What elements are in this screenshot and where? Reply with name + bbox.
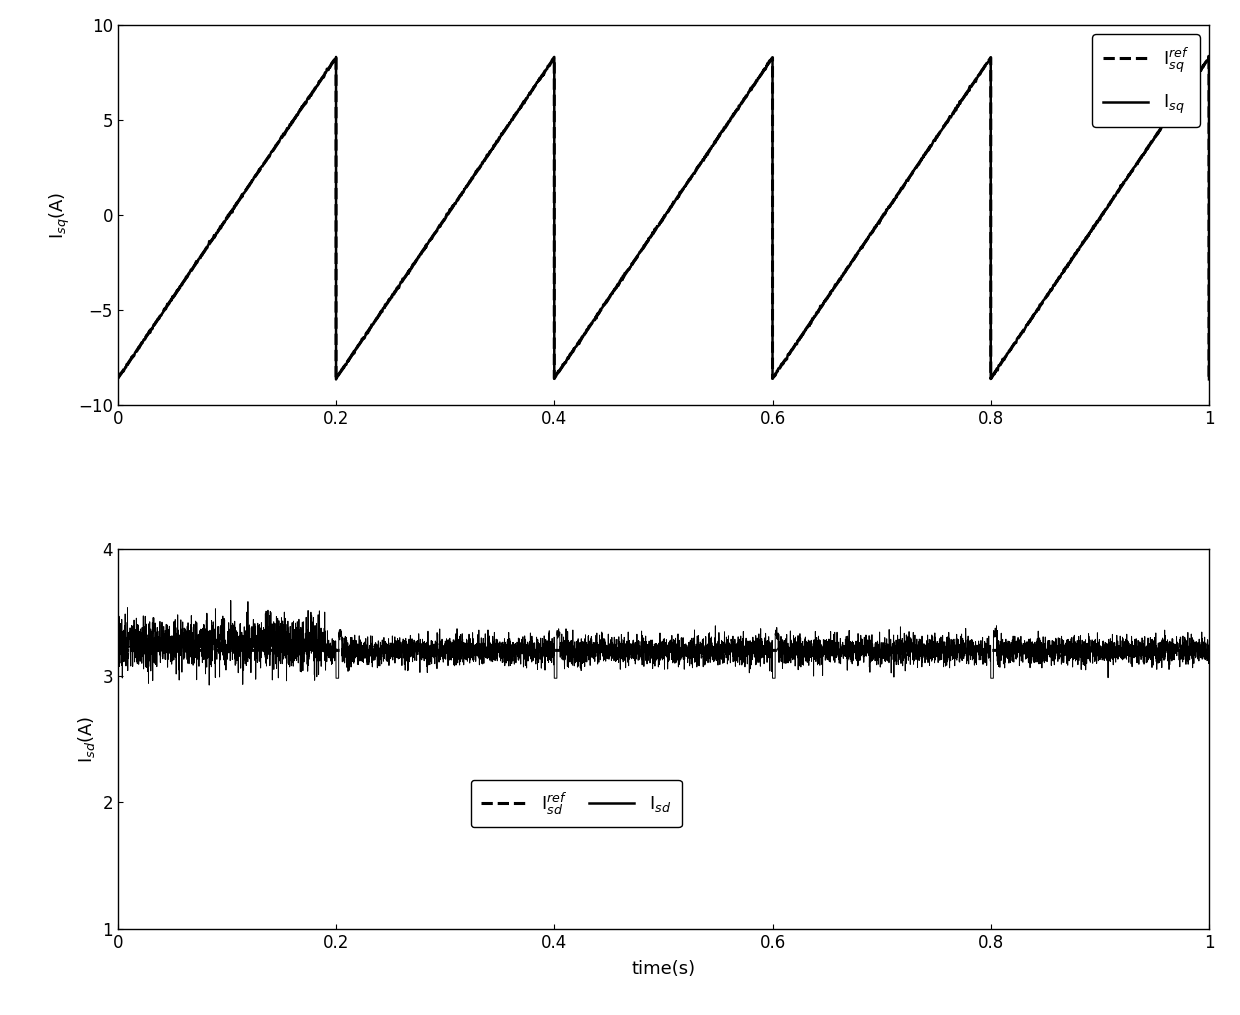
- X-axis label: time(s): time(s): [631, 960, 696, 977]
- Legend: $\mathregular{I}_{sd}^{ref}$, $\mathregular{I}_{sd}$: $\mathregular{I}_{sd}^{ref}$, $\mathregu…: [470, 780, 682, 827]
- Y-axis label: $\mathregular{I}_{sd}$(A): $\mathregular{I}_{sd}$(A): [76, 716, 97, 762]
- Y-axis label: $\mathregular{I}_{sq}$(A): $\mathregular{I}_{sq}$(A): [48, 192, 72, 239]
- Legend: $\mathregular{I}_{sq}^{ref}$, $\mathregular{I}_{sq}$: $\mathregular{I}_{sq}^{ref}$, $\mathregu…: [1092, 35, 1200, 127]
